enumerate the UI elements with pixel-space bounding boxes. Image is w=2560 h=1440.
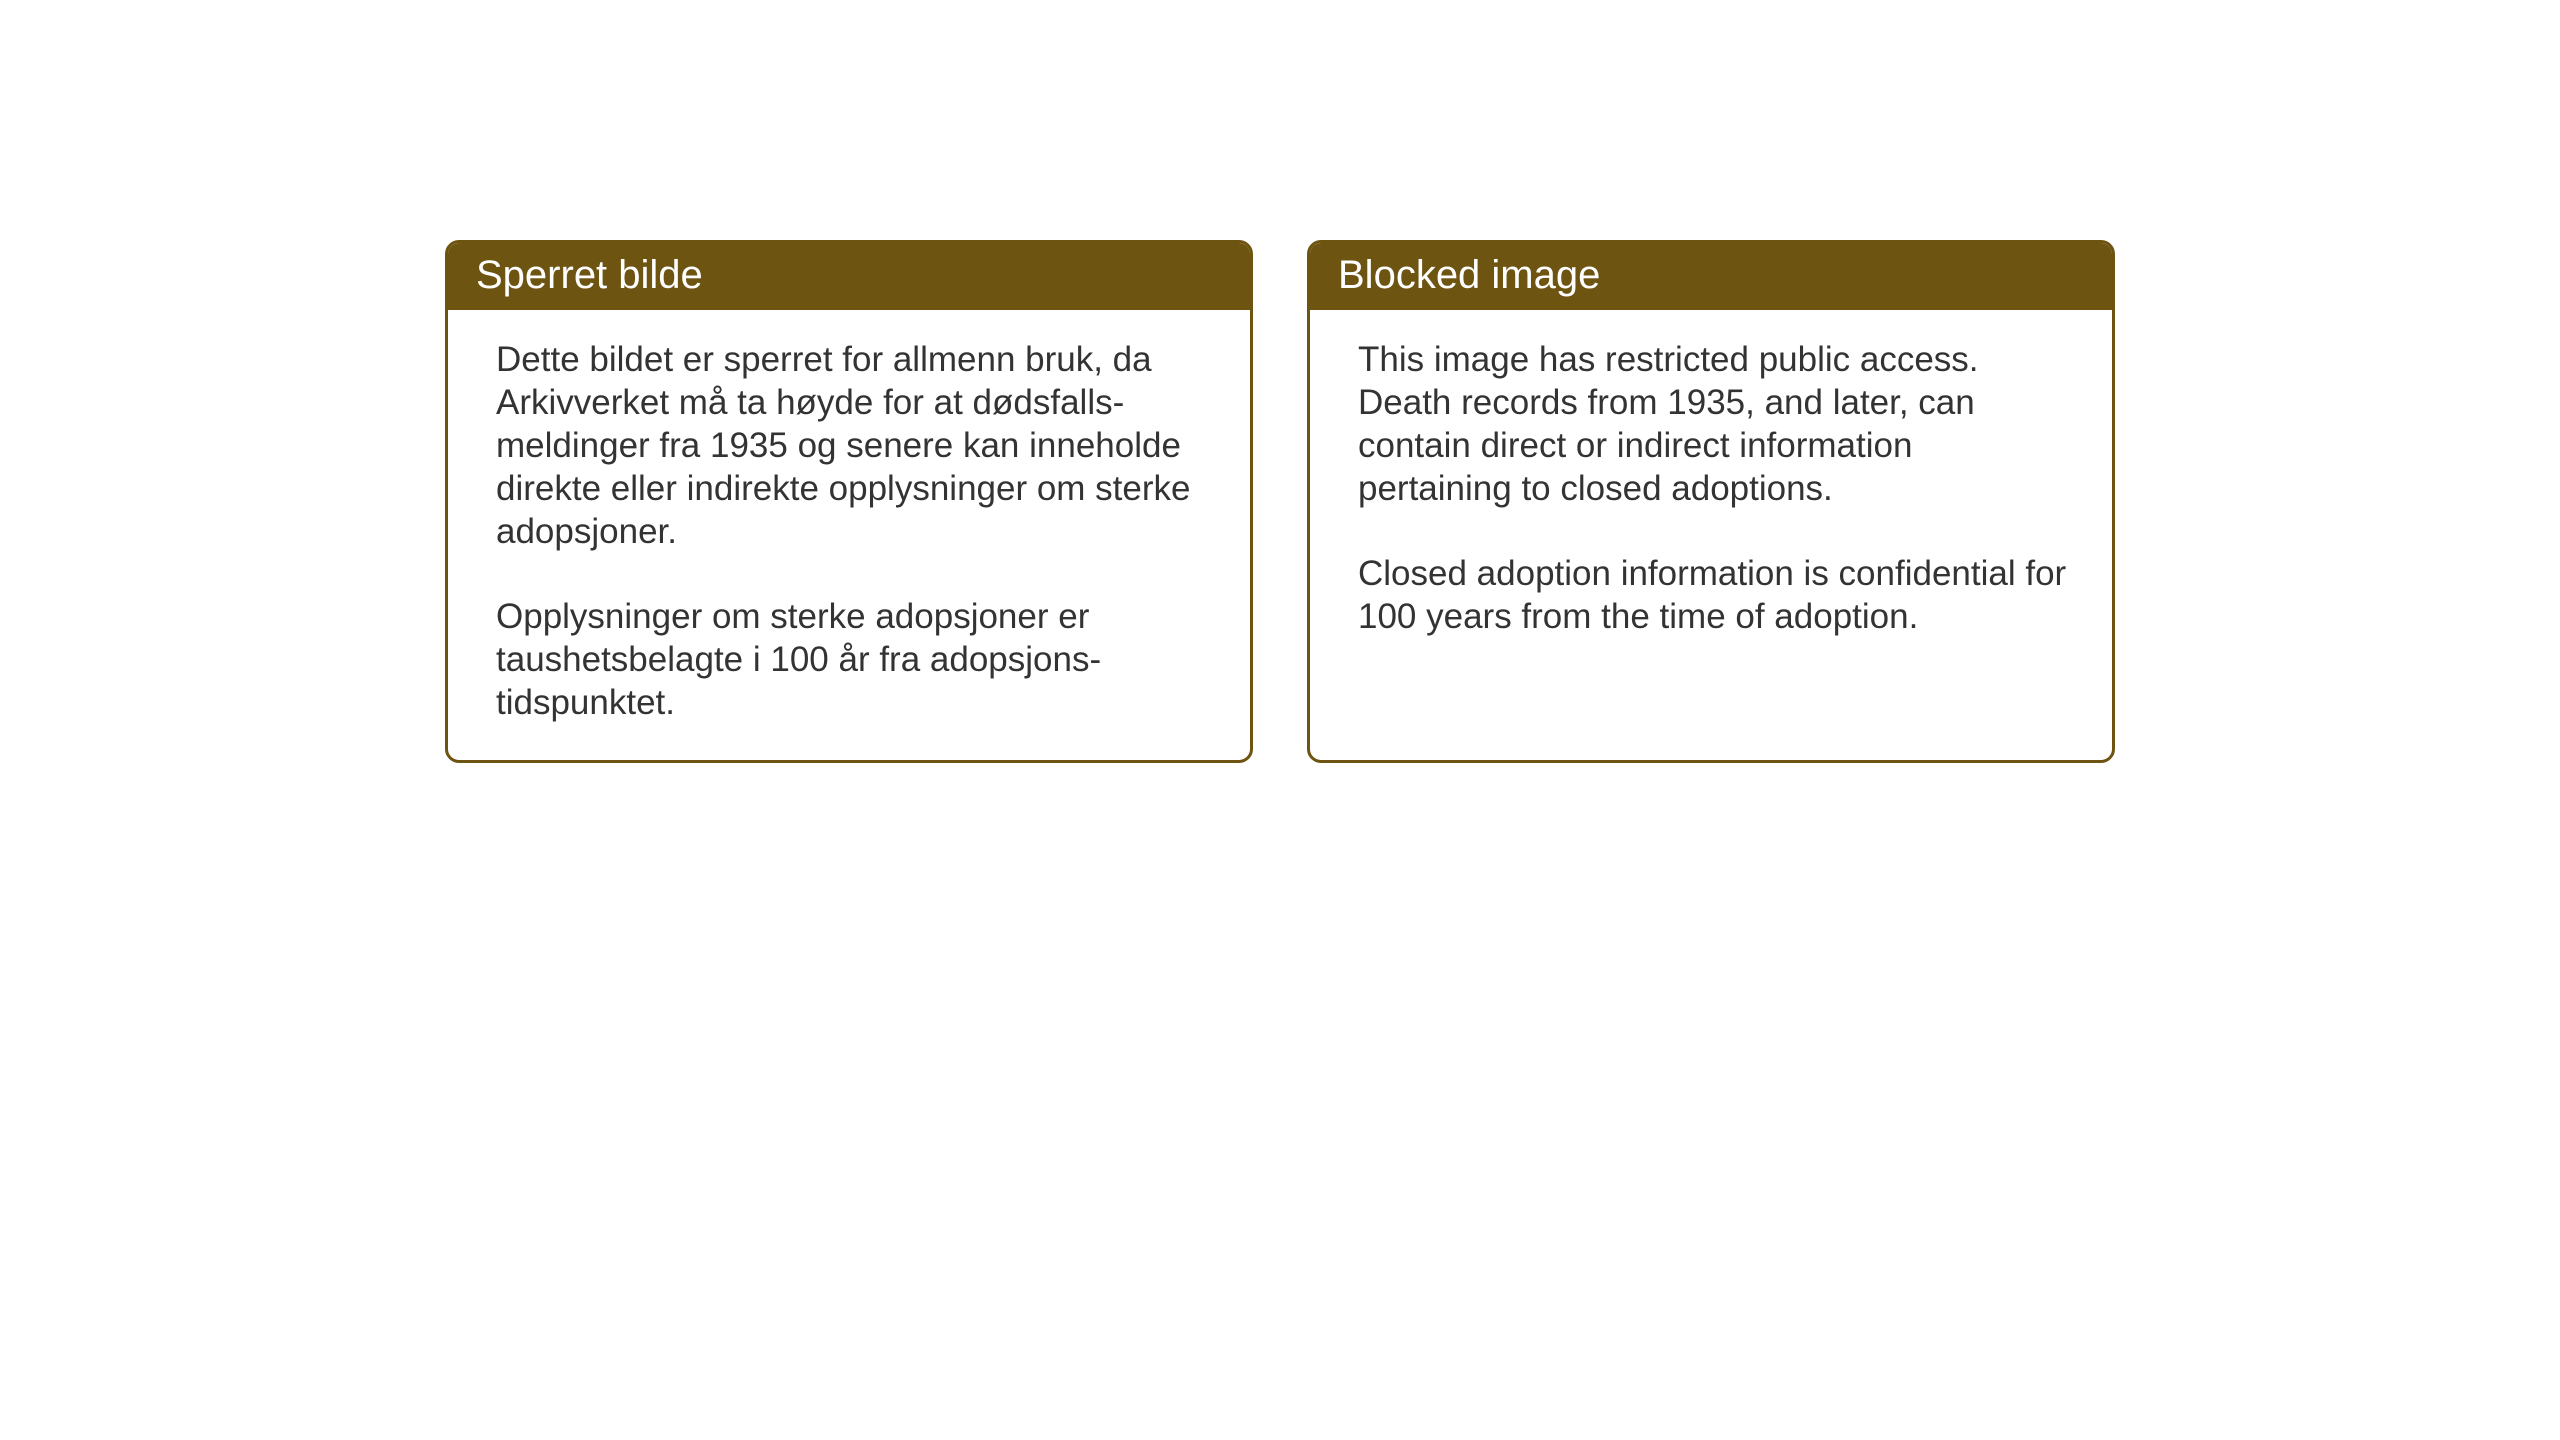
card-paragraph1-norwegian: Dette bildet er sperret for allmenn bruk…: [496, 338, 1208, 553]
card-header-norwegian: Sperret bilde: [448, 243, 1250, 310]
card-title-norwegian: Sperret bilde: [476, 253, 703, 297]
card-title-english: Blocked image: [1338, 253, 1600, 297]
card-norwegian: Sperret bilde Dette bildet er sperret fo…: [445, 240, 1253, 763]
card-body-english: This image has restricted public access.…: [1310, 310, 2112, 674]
card-paragraph1-english: This image has restricted public access.…: [1358, 338, 2070, 510]
card-header-english: Blocked image: [1310, 243, 2112, 310]
card-english: Blocked image This image has restricted …: [1307, 240, 2115, 763]
cards-container: Sperret bilde Dette bildet er sperret fo…: [445, 240, 2115, 763]
card-body-norwegian: Dette bildet er sperret for allmenn bruk…: [448, 310, 1250, 760]
card-paragraph2-norwegian: Opplysninger om sterke adopsjoner er tau…: [496, 595, 1208, 724]
card-paragraph2-english: Closed adoption information is confident…: [1358, 552, 2070, 638]
